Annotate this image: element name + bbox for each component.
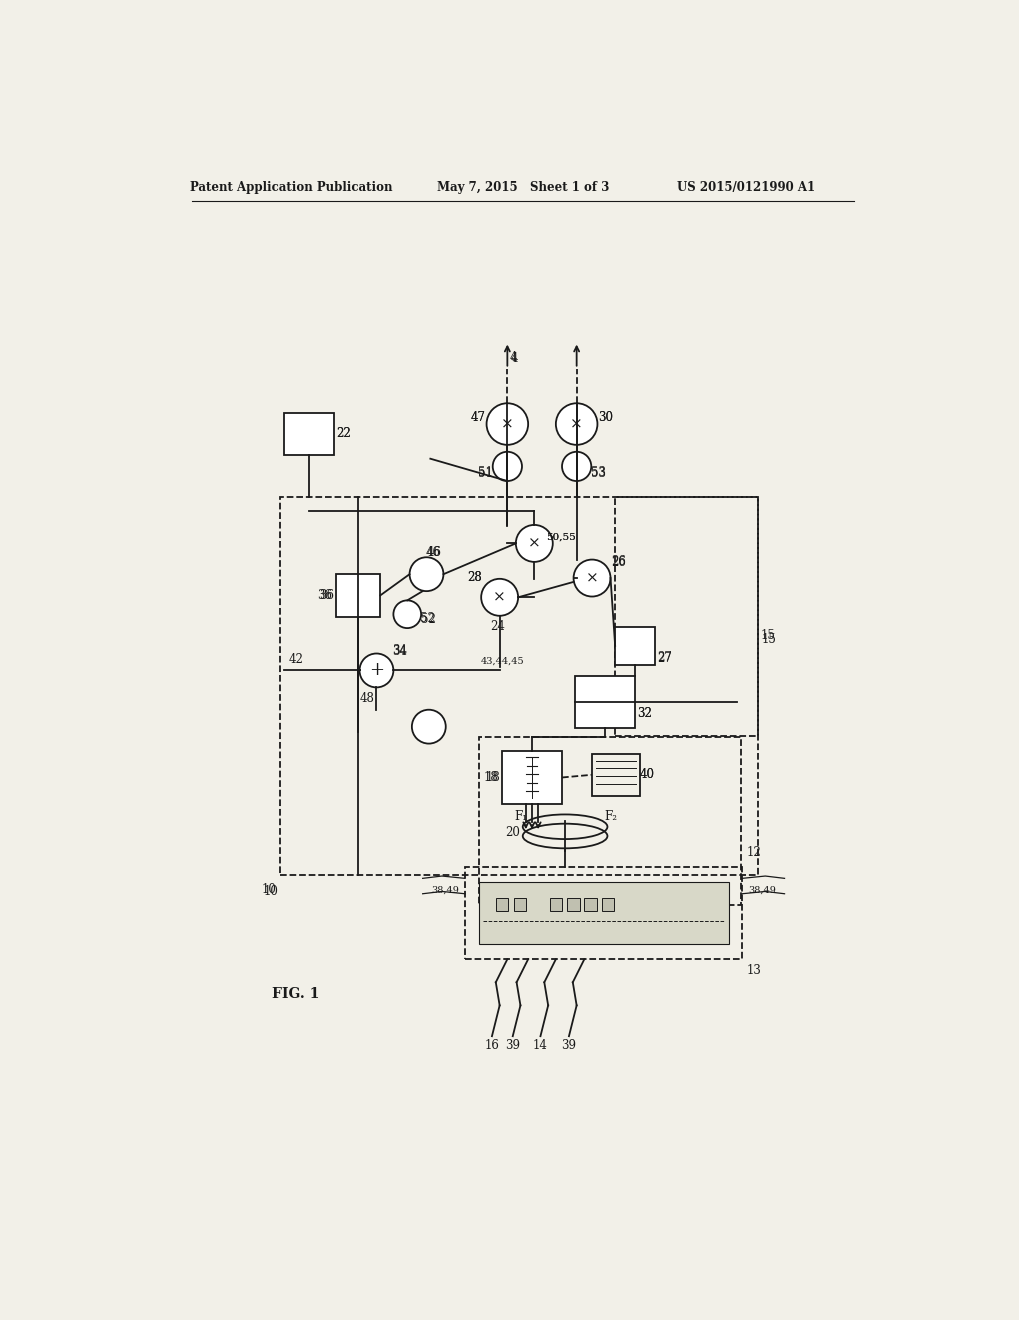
Circle shape <box>516 525 552 562</box>
Text: 13: 13 <box>746 964 760 977</box>
Text: ×: × <box>585 572 598 585</box>
Text: F₁: F₁ <box>515 810 527 824</box>
Text: 36: 36 <box>317 589 332 602</box>
Bar <box>575 676 635 729</box>
Circle shape <box>561 451 591 480</box>
Text: May 7, 2015   Sheet 1 of 3: May 7, 2015 Sheet 1 of 3 <box>436 181 608 194</box>
Text: 28: 28 <box>467 570 482 583</box>
Bar <box>567 898 579 911</box>
Text: 30: 30 <box>598 412 612 425</box>
Bar <box>335 574 380 616</box>
Text: 39: 39 <box>560 1039 576 1052</box>
Bar <box>478 882 729 944</box>
Text: 4: 4 <box>510 351 517 363</box>
Bar <box>501 751 561 804</box>
Bar <box>591 754 639 796</box>
Bar <box>614 498 757 737</box>
Text: 46: 46 <box>425 546 440 560</box>
Text: 27: 27 <box>656 652 672 665</box>
Text: FIG. 1: FIG. 1 <box>272 987 319 1001</box>
Text: 50,55: 50,55 <box>545 533 575 541</box>
Text: ×: × <box>493 590 505 605</box>
Circle shape <box>393 601 421 628</box>
Text: 52: 52 <box>421 612 436 626</box>
Text: 22: 22 <box>335 428 351 440</box>
Bar <box>495 898 507 911</box>
Text: F₂: F₂ <box>604 810 618 824</box>
Text: 40: 40 <box>639 768 654 781</box>
Bar <box>513 898 526 911</box>
Text: 12: 12 <box>746 846 760 859</box>
Bar <box>601 898 613 911</box>
Text: 34: 34 <box>391 644 407 657</box>
Text: 20: 20 <box>504 825 520 838</box>
Text: 50,55: 50,55 <box>545 533 575 541</box>
Text: ×: × <box>528 536 540 550</box>
Text: 10: 10 <box>263 884 278 898</box>
Text: 27: 27 <box>656 651 672 664</box>
Circle shape <box>573 560 610 597</box>
Text: 51: 51 <box>478 467 493 480</box>
Text: 40: 40 <box>639 768 654 781</box>
Circle shape <box>359 653 393 688</box>
Text: US 2015/0121990 A1: US 2015/0121990 A1 <box>677 181 814 194</box>
Text: ×: × <box>570 417 583 432</box>
Circle shape <box>412 710 445 743</box>
Text: 53: 53 <box>590 467 605 480</box>
Text: 39: 39 <box>504 1039 520 1052</box>
Text: 24: 24 <box>489 620 504 634</box>
Text: ×: × <box>500 417 514 432</box>
Text: 36: 36 <box>319 589 333 602</box>
Text: 47: 47 <box>470 412 485 425</box>
Text: 30: 30 <box>598 412 612 425</box>
Text: 32: 32 <box>636 708 651 721</box>
Text: 22: 22 <box>335 428 351 440</box>
Text: 34: 34 <box>391 644 407 657</box>
Text: 48: 48 <box>360 692 374 705</box>
Text: 42: 42 <box>288 653 303 667</box>
Text: 4: 4 <box>511 352 518 366</box>
Bar <box>549 898 561 911</box>
Text: 51: 51 <box>478 466 493 479</box>
Text: 18: 18 <box>483 771 498 784</box>
Text: 26: 26 <box>611 554 626 568</box>
Text: 14: 14 <box>533 1039 547 1052</box>
Circle shape <box>410 557 443 591</box>
Text: 38,49: 38,49 <box>748 886 775 895</box>
Text: 15: 15 <box>760 630 775 643</box>
Text: 43,44,45: 43,44,45 <box>480 657 524 665</box>
Circle shape <box>486 404 528 445</box>
Bar <box>478 738 740 906</box>
Bar <box>283 413 334 455</box>
Text: 38,49: 38,49 <box>431 886 459 895</box>
Text: 46: 46 <box>426 546 441 560</box>
Circle shape <box>492 451 522 480</box>
Circle shape <box>481 579 518 616</box>
Text: 26: 26 <box>611 556 626 569</box>
Text: 47: 47 <box>470 412 485 425</box>
Bar <box>465 867 742 960</box>
Text: 18: 18 <box>485 771 499 784</box>
Bar <box>584 898 596 911</box>
Text: 10: 10 <box>262 883 276 896</box>
Text: 53: 53 <box>590 466 605 479</box>
Bar <box>614 627 654 665</box>
Text: 32: 32 <box>636 708 651 721</box>
Text: 15: 15 <box>761 634 775 647</box>
Text: 52: 52 <box>420 612 434 626</box>
Circle shape <box>555 404 597 445</box>
Bar <box>280 498 757 875</box>
Text: 16: 16 <box>484 1039 499 1052</box>
Text: Patent Application Publication: Patent Application Publication <box>191 181 392 194</box>
Text: 28: 28 <box>467 570 482 583</box>
Text: +: + <box>369 661 383 680</box>
